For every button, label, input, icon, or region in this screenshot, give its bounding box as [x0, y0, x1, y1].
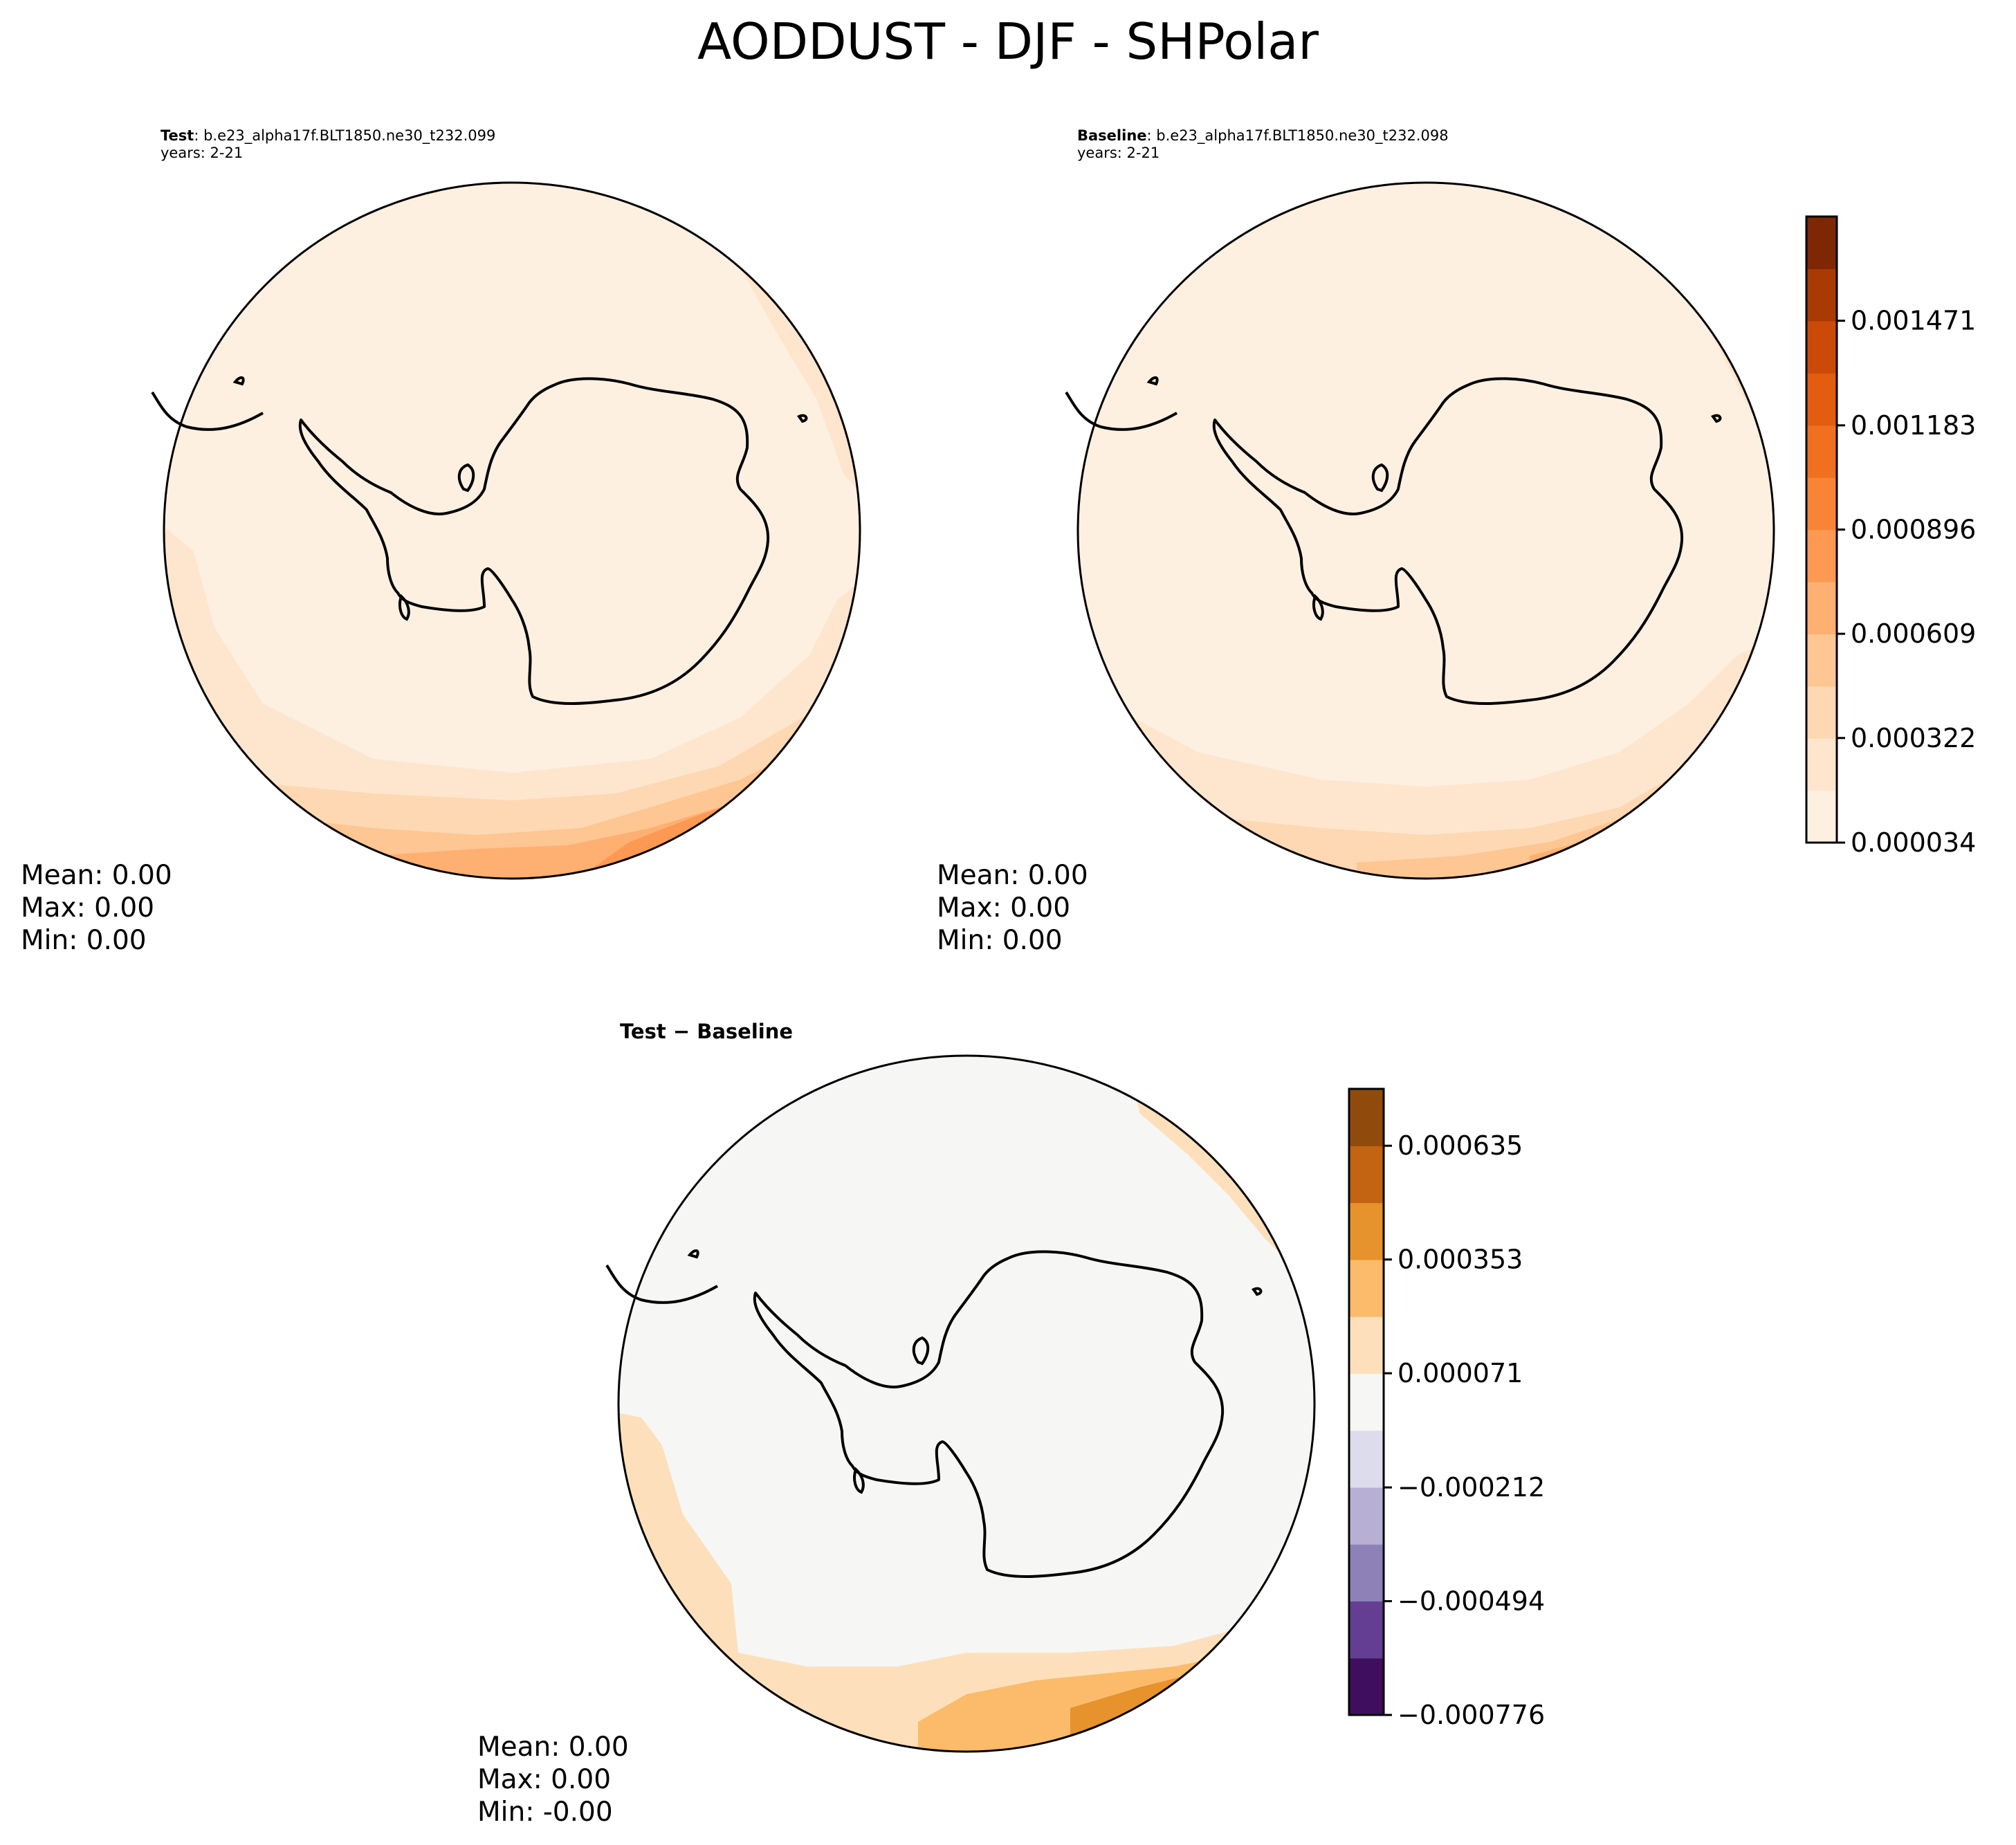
baseline-stats: Mean: 0.00 Max: 0.00 Min: 0.00	[937, 859, 1088, 957]
shared-colorbar-tick-label: 0.000322	[1851, 723, 1976, 753]
shared-colorbar-band	[1806, 425, 1837, 478]
difference-colorbar-band	[1349, 1487, 1384, 1545]
test-map	[151, 181, 861, 880]
difference-colorbar-band	[1349, 1601, 1384, 1659]
baseline-map-background	[1078, 183, 1774, 879]
test-case-name: : b.e23_alpha17f.BLT1850.ne30_t232.099	[194, 127, 496, 144]
test-years: years: 2-21	[161, 145, 244, 161]
baseline-panel-header: Baseline: b.e23_alpha17f.BLT1850.ne30_t2…	[1077, 127, 1449, 162]
difference-colorbar-band	[1349, 1544, 1384, 1602]
test-panel-header: Test: b.e23_alpha17f.BLT1850.ne30_t232.0…	[161, 127, 495, 162]
shared-colorbar-band	[1806, 738, 1837, 791]
test-label: Test	[161, 127, 194, 144]
shared-colorbar-band	[1806, 217, 1837, 270]
difference-max: Max: 0.00	[477, 1764, 612, 1795]
test-max: Max: 0.00	[21, 892, 155, 924]
baseline-max: Max: 0.00	[937, 892, 1071, 924]
baseline-map-boundary	[1076, 181, 1775, 880]
difference-colorbar: −0.000776 −0.000494 −0.000212 0.000071 0.000…	[1348, 1087, 1545, 1730]
shared-colorbar: 0.000034 0.000322 0.000609 0.000896 0.001183…	[1805, 215, 1976, 858]
difference-map-background	[618, 1056, 1314, 1752]
difference-colorbar-band	[1349, 1089, 1384, 1146]
difference-colorbar-band	[1349, 1316, 1384, 1374]
difference-colorbar-band	[1349, 1373, 1384, 1431]
shared-colorbar-tick-label: 0.001471	[1851, 306, 1976, 336]
shared-colorbar-band	[1806, 373, 1837, 426]
shared-colorbar-band	[1806, 790, 1837, 843]
difference-colorbar-band	[1349, 1146, 1384, 1204]
shared-colorbar-tick-label: 0.001183	[1851, 410, 1976, 441]
shared-colorbar-band	[1806, 529, 1837, 582]
difference-colorbar-tick-label: −0.000212	[1398, 1472, 1545, 1503]
test-mean: Mean: 0.00	[21, 860, 172, 891]
baseline-min: Min: 0.00	[937, 925, 1063, 956]
shared-colorbar-band	[1806, 320, 1837, 374]
test-map-boundary	[163, 181, 861, 880]
difference-colorbar-tick-label: 0.000071	[1398, 1358, 1523, 1388]
shared-colorbar-tick-label: 0.000034	[1851, 827, 1976, 858]
difference-colorbar-tick-label: 0.000353	[1398, 1245, 1523, 1275]
difference-colorbar-tick-label: −0.000776	[1398, 1700, 1545, 1730]
figure-title: AODDUST - DJF - SHPolar	[697, 12, 1319, 71]
difference-colorbar-band	[1349, 1259, 1384, 1317]
difference-min: Min: -0.00	[477, 1797, 613, 1828]
difference-mean: Mean: 0.00	[477, 1732, 629, 1763]
difference-colorbar-frame	[1348, 1087, 1385, 1716]
difference-colorbar-band	[1349, 1658, 1384, 1716]
difference-map	[605, 1054, 1316, 1753]
shared-colorbar-band	[1806, 477, 1837, 531]
shared-colorbar-band	[1806, 268, 1837, 322]
shared-colorbar-band	[1806, 634, 1837, 687]
test-stats: Mean: 0.00 Max: 0.00 Min: 0.00	[21, 859, 172, 957]
baseline-case-name: : b.e23_alpha17f.BLT1850.ne30_t232.098	[1146, 127, 1449, 144]
difference-colorbar-tick-label: −0.000494	[1398, 1586, 1545, 1617]
test-map-contour-band	[740, 773, 860, 879]
difference-stats: Mean: 0.00 Max: 0.00 Min: -0.00	[477, 1731, 629, 1828]
shared-colorbar-tick-label: 0.000896	[1851, 515, 1976, 545]
difference-panel-title: Test − Baseline	[620, 1020, 794, 1043]
difference-colorbar-tick-label: 0.000635	[1398, 1130, 1523, 1161]
shared-colorbar-band	[1806, 686, 1837, 739]
shared-colorbar-tick-label: 0.000609	[1851, 618, 1976, 649]
difference-map-contour-band	[1174, 1667, 1314, 1752]
difference-map-boundary	[617, 1054, 1316, 1753]
difference-colorbar-band	[1349, 1430, 1384, 1488]
baseline-years: years: 2-21	[1077, 145, 1160, 161]
baseline-mean: Mean: 0.00	[937, 860, 1088, 891]
baseline-label: Baseline	[1077, 127, 1147, 144]
shared-colorbar-band	[1806, 581, 1837, 634]
baseline-map	[1065, 181, 1775, 880]
test-min: Min: 0.00	[21, 925, 147, 956]
test-map-background	[164, 183, 860, 879]
difference-colorbar-band	[1349, 1202, 1384, 1260]
